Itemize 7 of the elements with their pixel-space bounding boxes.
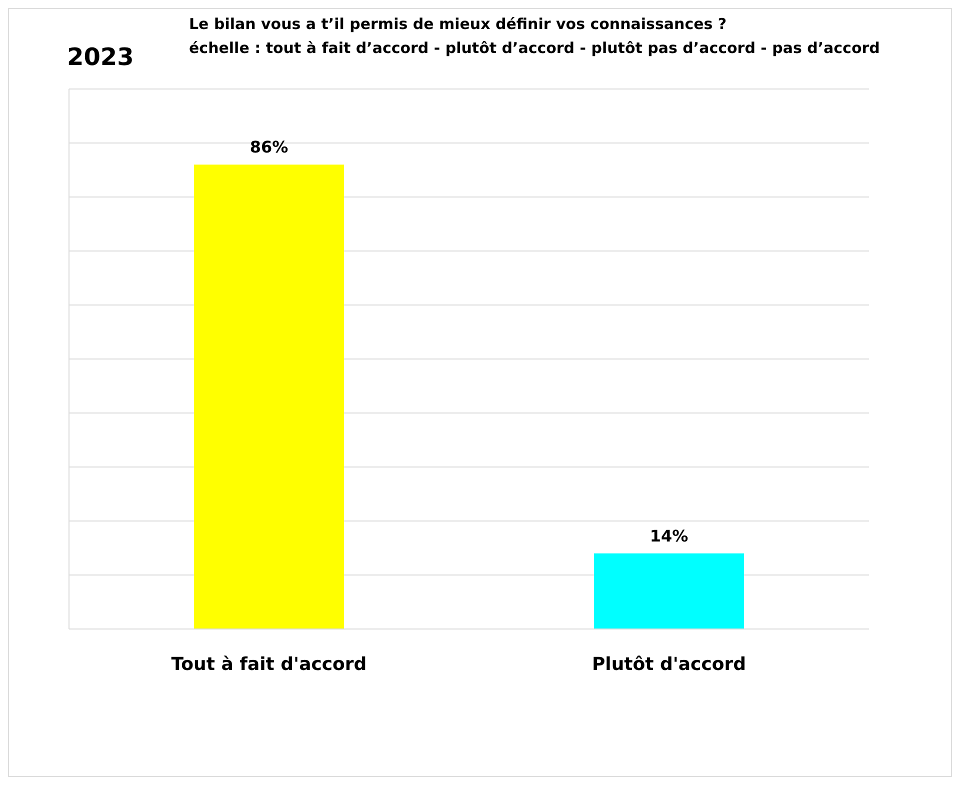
- chart-title: Le bilan vous a t’il permis de mieux définir vos connaissances ?: [189, 15, 727, 33]
- chart-subtitle: échelle : tout à fait d’accord - plutôt d’accord - plutôt pas d’accord - pas d’accord: [189, 39, 880, 57]
- data-label: 14%: [650, 526, 688, 546]
- data-label: 86%: [250, 138, 288, 157]
- x-tick-label: Tout à fait d'accord: [171, 654, 367, 675]
- x-tick-label: Plutôt d'accord: [592, 654, 746, 675]
- text: 2023: [67, 43, 134, 71]
